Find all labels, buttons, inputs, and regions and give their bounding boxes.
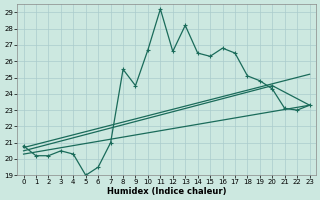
X-axis label: Humidex (Indice chaleur): Humidex (Indice chaleur) xyxy=(107,187,226,196)
